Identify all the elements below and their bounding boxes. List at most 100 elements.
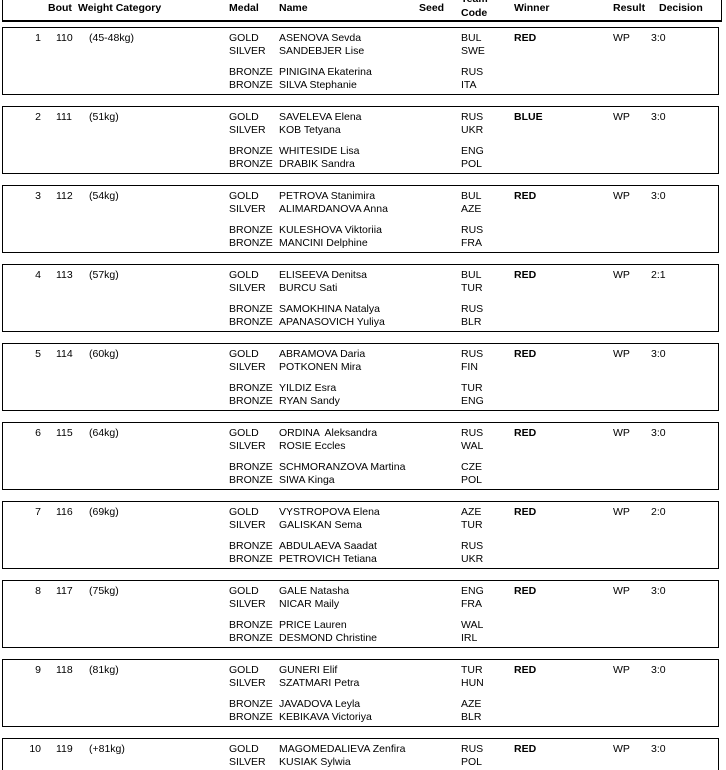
event-number: 111 bbox=[56, 111, 72, 123]
bout-number: 7 bbox=[35, 506, 41, 518]
team-code: UKR bbox=[461, 553, 484, 565]
winner-value: RED bbox=[514, 506, 537, 518]
medal-label: BRONZE bbox=[229, 395, 273, 407]
decision-value: 3:0 bbox=[651, 32, 666, 44]
silver-row: SILVER NICAR Maily FRA bbox=[3, 598, 718, 611]
medal-label: BRONZE bbox=[229, 66, 273, 78]
result-value: WP bbox=[613, 348, 630, 360]
decision-value: 3:0 bbox=[651, 427, 666, 439]
event-number: 114 bbox=[56, 348, 73, 360]
medal-label: GOLD bbox=[229, 190, 259, 202]
medal-label: SILVER bbox=[229, 203, 266, 215]
team-code: FIN bbox=[461, 361, 478, 373]
winner-value: BLUE bbox=[514, 111, 543, 123]
team-code: RUS bbox=[461, 66, 484, 78]
medal-label: BRONZE bbox=[229, 303, 273, 315]
team-code: RUS bbox=[461, 111, 484, 123]
bout-number: 9 bbox=[35, 664, 41, 676]
weight-category: (45-48kg) bbox=[89, 32, 134, 44]
decision-value: 3:0 bbox=[651, 348, 666, 360]
athlete-name: GUNERI Elif bbox=[279, 664, 338, 676]
team-code: RUS bbox=[461, 427, 484, 439]
header-medal: Medal bbox=[229, 2, 259, 14]
weight-category: (64kg) bbox=[89, 427, 119, 439]
header-result: Result bbox=[613, 2, 646, 14]
row-spacer bbox=[3, 216, 718, 224]
team-code: WAL bbox=[461, 619, 484, 631]
athlete-name: JAVADOVA Leyla bbox=[279, 698, 361, 710]
decision-value: 3:0 bbox=[651, 111, 666, 123]
bronze-row: BRONZE DRABIK Sandra POL bbox=[3, 158, 718, 171]
team-code: ENG bbox=[461, 585, 484, 597]
athlete-name: SAVELEVA Elena bbox=[279, 111, 362, 123]
athlete-name: SZATMARI Petra bbox=[279, 677, 360, 689]
medal-label: BRONZE bbox=[229, 382, 273, 394]
team-code: BLR bbox=[461, 316, 482, 328]
row-spacer bbox=[3, 453, 718, 461]
athlete-name: POTKONEN Mira bbox=[279, 361, 362, 373]
weight-category: (51kg) bbox=[89, 111, 119, 123]
bronze-row: BRONZE SAMOKHINA Natalya RUS bbox=[3, 303, 718, 316]
medal-label: SILVER bbox=[229, 598, 266, 610]
winner-value: RED bbox=[514, 190, 537, 202]
bronze-row: BRONZE PRICE Lauren WAL bbox=[3, 619, 718, 632]
athlete-name: NICAR Maily bbox=[279, 598, 340, 610]
bout-section: 1 110 (45-48kg) GOLD ASENOVA Sevda BUL R… bbox=[2, 27, 719, 95]
team-code: TUR bbox=[461, 282, 483, 294]
athlete-name: ALIMARDANOVA Anna bbox=[279, 203, 388, 215]
row-spacer bbox=[3, 532, 718, 540]
team-code: POL bbox=[461, 756, 483, 768]
event-number: 118 bbox=[56, 664, 73, 676]
bronze-row: BRONZE KULESHOVA Viktoriia RUS bbox=[3, 224, 718, 237]
bout-number: 4 bbox=[35, 269, 41, 281]
results-table-header: Bout Weight Category Medal Name Seed Tea… bbox=[2, 0, 722, 22]
bout-number: 2 bbox=[35, 111, 41, 123]
medal-label: SILVER bbox=[229, 45, 266, 57]
row-spacer bbox=[3, 374, 718, 382]
gold-row: 9 118 (81kg) GOLD GUNERI Elif TUR RED WP… bbox=[3, 664, 718, 677]
decision-value: 3:0 bbox=[651, 664, 666, 676]
bronze-row: BRONZE SILVA Stephanie ITA bbox=[3, 79, 718, 92]
winner-value: RED bbox=[514, 585, 537, 597]
weight-category: (81kg) bbox=[89, 664, 119, 676]
gold-row: 8 117 (75kg) GOLD GALE Natasha ENG RED W… bbox=[3, 585, 718, 598]
athlete-name: MANCINI Delphine bbox=[279, 237, 368, 249]
gold-row: 4 113 (57kg) GOLD ELISEEVA Denitsa BUL R… bbox=[3, 269, 718, 282]
silver-row: SILVER KUSIAK Sylwia POL bbox=[3, 756, 718, 769]
weight-category: (+81kg) bbox=[89, 743, 125, 755]
header-name: Name bbox=[279, 2, 308, 14]
athlete-name: ABRAMOVA Daria bbox=[279, 348, 366, 360]
bronze-row: BRONZE KEBIKAVA Victoriya BLR bbox=[3, 711, 718, 724]
team-code: RUS bbox=[461, 303, 484, 315]
medal-label: GOLD bbox=[229, 427, 259, 439]
event-number: 112 bbox=[56, 190, 73, 202]
bout-section: 4 113 (57kg) GOLD ELISEEVA Denitsa BUL R… bbox=[2, 264, 719, 332]
silver-row: SILVER ROSIE Eccles WAL bbox=[3, 440, 718, 453]
bout-section: 2 111 (51kg) GOLD SAVELEVA Elena RUS BLU… bbox=[2, 106, 719, 174]
team-code: BUL bbox=[461, 269, 482, 281]
medal-label: SILVER bbox=[229, 124, 266, 136]
medal-label: GOLD bbox=[229, 348, 259, 360]
team-code: RUS bbox=[461, 540, 484, 552]
team-code: BUL bbox=[461, 32, 482, 44]
athlete-name: PRICE Lauren bbox=[279, 619, 347, 631]
bout-list: 1 110 (45-48kg) GOLD ASENOVA Sevda BUL R… bbox=[2, 27, 720, 770]
result-value: WP bbox=[613, 585, 630, 597]
team-code: UKR bbox=[461, 124, 484, 136]
team-code: AZE bbox=[461, 203, 482, 215]
silver-row: SILVER POTKONEN Mira FIN bbox=[3, 361, 718, 374]
decision-value: 3:0 bbox=[651, 190, 666, 202]
weight-category: (69kg) bbox=[89, 506, 119, 518]
medal-label: BRONZE bbox=[229, 474, 273, 486]
medal-label: SILVER bbox=[229, 756, 266, 768]
bout-section: 9 118 (81kg) GOLD GUNERI Elif TUR RED WP… bbox=[2, 659, 719, 727]
weight-category: (57kg) bbox=[89, 269, 119, 281]
team-code: POL bbox=[461, 158, 483, 170]
row-spacer bbox=[3, 137, 718, 145]
bout-section: 3 112 (54kg) GOLD PETROVA Stanimira BUL … bbox=[2, 185, 719, 253]
athlete-name: KULESHOVA Viktoriia bbox=[279, 224, 382, 236]
winner-value: RED bbox=[514, 664, 537, 676]
medal-label: BRONZE bbox=[229, 461, 273, 473]
athlete-name: GALE Natasha bbox=[279, 585, 350, 597]
